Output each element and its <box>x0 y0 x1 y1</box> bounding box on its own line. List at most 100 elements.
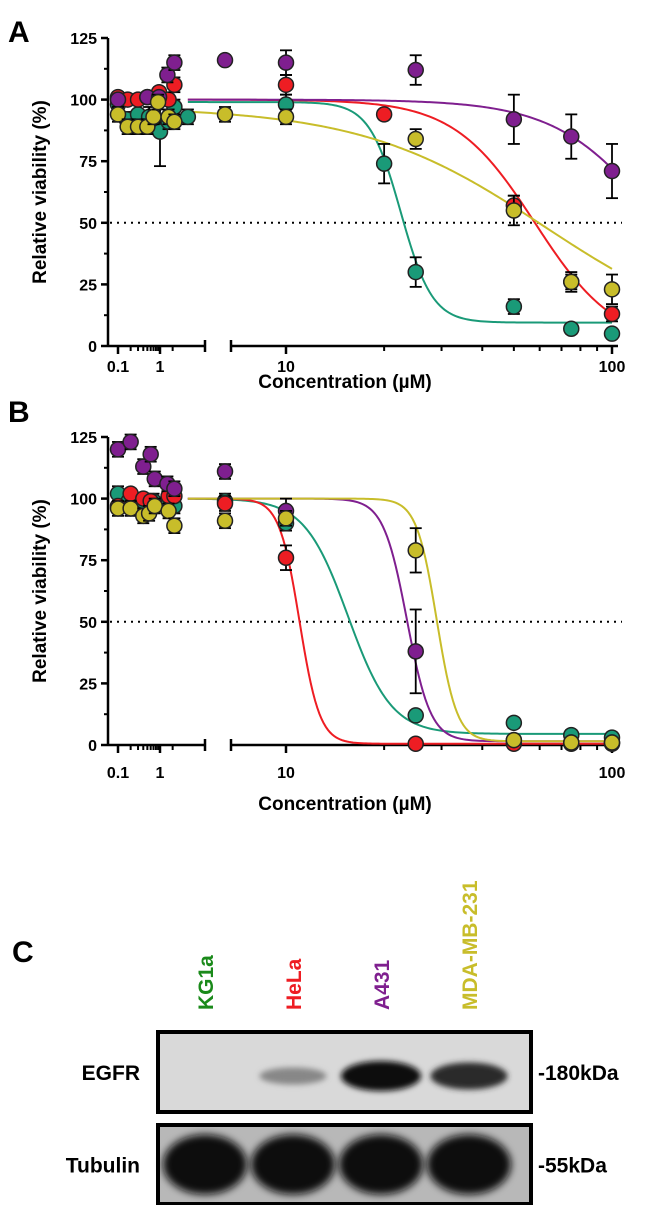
chart-a-point-mda-mb-231 <box>603 281 621 298</box>
chart-a-point-mda-mb-231 <box>563 273 580 291</box>
chart-b-x-axis-title: Concentration (µM) <box>258 794 432 815</box>
chart-a-point-kg1a <box>375 155 393 172</box>
chart-a-point-mda-mb-231 <box>149 93 167 111</box>
chart-b-x-tick-label: 10 <box>277 765 295 782</box>
chart-a-y-tick-label: 125 <box>70 31 97 48</box>
chart-b-point-kg1a <box>407 707 424 724</box>
chart-a-y-tick-label: 0 <box>88 339 97 356</box>
viability-chart-b: 0 25 50 75 100 125 0.1 1 10 100 Relative viability… <box>30 430 625 815</box>
chart-b-point-hela <box>407 735 424 753</box>
chart-b-point-a431 <box>142 445 159 463</box>
chart-a-point-mda-mb-231 <box>216 106 234 123</box>
chart-a-point-a431 <box>216 51 234 69</box>
chart-a-y-tick-label: 100 <box>70 93 97 110</box>
panel-b-letter: B <box>8 396 30 429</box>
chart-b-point-mda-mb-231 <box>407 542 424 559</box>
chart-b-y-tick-label: 25 <box>79 676 97 693</box>
chart-b-point-mda-mb-231 <box>160 502 177 520</box>
chart-a-point-a431 <box>109 91 127 108</box>
chart-b-point-a431 <box>122 433 139 451</box>
chart-b-x-tick-label: 1 <box>156 765 165 782</box>
chart-a-point-hela <box>277 76 295 94</box>
western-blot: KG1a HeLa A431 MDA-MB-231 EGFR -180kDa Tubulin… <box>66 880 619 1205</box>
panel-c-letter: C <box>12 936 34 969</box>
blot-band-egfr <box>259 1067 327 1085</box>
chart-a-y-tick-label: 25 <box>79 277 97 294</box>
blot-band-tubulin <box>427 1134 511 1195</box>
lane-label-hela: HeLa <box>283 958 306 1010</box>
chart-a-y-axis-title: Relative viability (%) <box>30 100 51 284</box>
blot-band-tubulin <box>339 1134 423 1195</box>
chart-b-y-axis-title: Relative viability (%) <box>30 499 51 683</box>
chart-b-point-a431 <box>135 458 152 475</box>
chart-b-x-tick-label: 100 <box>599 765 626 782</box>
chart-b-y-tick-label: 100 <box>70 492 97 509</box>
chart-a-point-mda-mb-231 <box>277 108 295 126</box>
blot-row-label-tubulin: Tubulin <box>66 1155 140 1178</box>
chart-a-point-a431 <box>505 111 523 128</box>
chart-a-point-a431 <box>407 61 424 79</box>
chart-b-point-mda-mb-231 <box>146 497 164 515</box>
chart-b-point-hela <box>216 495 234 512</box>
chart-a-x-tick-label: 1 <box>156 359 165 376</box>
chart-a-fit-curve-a431 <box>187 98 613 170</box>
blot-band-egfr <box>341 1061 421 1091</box>
chart-b-point-mda-mb-231 <box>505 731 523 749</box>
chart-b-point-a431 <box>166 480 183 497</box>
chart-a-point-mda-mb-231 <box>109 106 127 123</box>
chart-a-y-tick-label: 75 <box>79 154 97 171</box>
chart-a-y-tick-label: 50 <box>79 216 97 233</box>
chart-a-point-a431 <box>159 66 176 84</box>
blot-row-label-egfr: EGFR <box>82 1062 140 1085</box>
chart-b-fit-curve-a431 <box>187 497 612 743</box>
blot-band-tubulin <box>163 1134 247 1195</box>
blot-band-tubulin <box>251 1134 335 1195</box>
chart-a-x-tick-label: 0.1 <box>107 359 129 376</box>
chart-b-y-tick-label: 50 <box>79 615 97 632</box>
chart-a-point-hela <box>375 106 393 123</box>
chart-b-point-a431 <box>216 463 234 480</box>
chart-a-point-a431 <box>603 162 621 180</box>
chart-a-point-hela <box>603 305 621 323</box>
blot-band-egfr <box>430 1062 508 1090</box>
chart-b-point-mda-mb-231 <box>216 512 234 530</box>
panel-a-letter: A <box>8 16 30 49</box>
viability-chart-a: 0 25 50 75 100 125 0.1 1 10 100 Relative viability… <box>30 31 625 393</box>
chart-b-point-mda-mb-231 <box>277 510 295 527</box>
chart-a-point-kg1a <box>505 298 523 315</box>
chart-a-point-a431 <box>166 54 183 71</box>
chart-a-fit-curve-kg1a <box>187 101 612 324</box>
chart-a-x-tick-label: 10 <box>277 359 295 376</box>
chart-a-point-mda-mb-231 <box>407 130 424 148</box>
chart-b-fit-curve-mda-mb-231 <box>187 497 612 743</box>
chart-b-point-hela <box>277 549 295 566</box>
blot-size-marker-tubulin: -55kDa <box>538 1155 607 1178</box>
chart-b-fit-curve-kg1a <box>187 497 612 735</box>
chart-b-point-a431 <box>407 643 424 660</box>
chart-a-point-a431 <box>277 54 295 71</box>
chart-a-point-mda-mb-231 <box>166 113 183 131</box>
chart-a-point-a431 <box>563 128 580 145</box>
chart-b-y-tick-label: 0 <box>88 738 97 755</box>
chart-b-point-mda-mb-231 <box>603 734 621 751</box>
chart-a-point-kg1a <box>407 263 424 281</box>
chart-b-y-tick-label: 125 <box>70 430 97 447</box>
chart-a-point-kg1a <box>603 325 621 342</box>
chart-b-y-tick-label: 75 <box>79 553 97 570</box>
lane-label-a431: A431 <box>371 959 394 1010</box>
chart-a-point-mda-mb-231 <box>505 202 523 219</box>
lane-label-mda-mb-231: MDA-MB-231 <box>459 880 482 1010</box>
chart-a-x-tick-label: 100 <box>599 359 626 376</box>
chart-b-x-tick-label: 0.1 <box>107 765 129 782</box>
chart-a-x-axis-title: Concentration (µM) <box>258 372 432 393</box>
chart-b-fit-curve-hela <box>187 497 612 745</box>
chart-b-point-mda-mb-231 <box>166 517 183 534</box>
chart-a-point-kg1a <box>563 320 580 338</box>
chart-b-point-kg1a <box>505 714 523 732</box>
lane-label-kg1a: KG1a <box>195 955 218 1010</box>
chart-b-point-mda-mb-231 <box>563 734 580 751</box>
chart-a-point-mda-mb-231 <box>145 108 162 126</box>
chart-a-fit-curve-mda-mb-231 <box>187 110 613 270</box>
blot-size-marker-egfr: -180kDa <box>538 1062 619 1085</box>
